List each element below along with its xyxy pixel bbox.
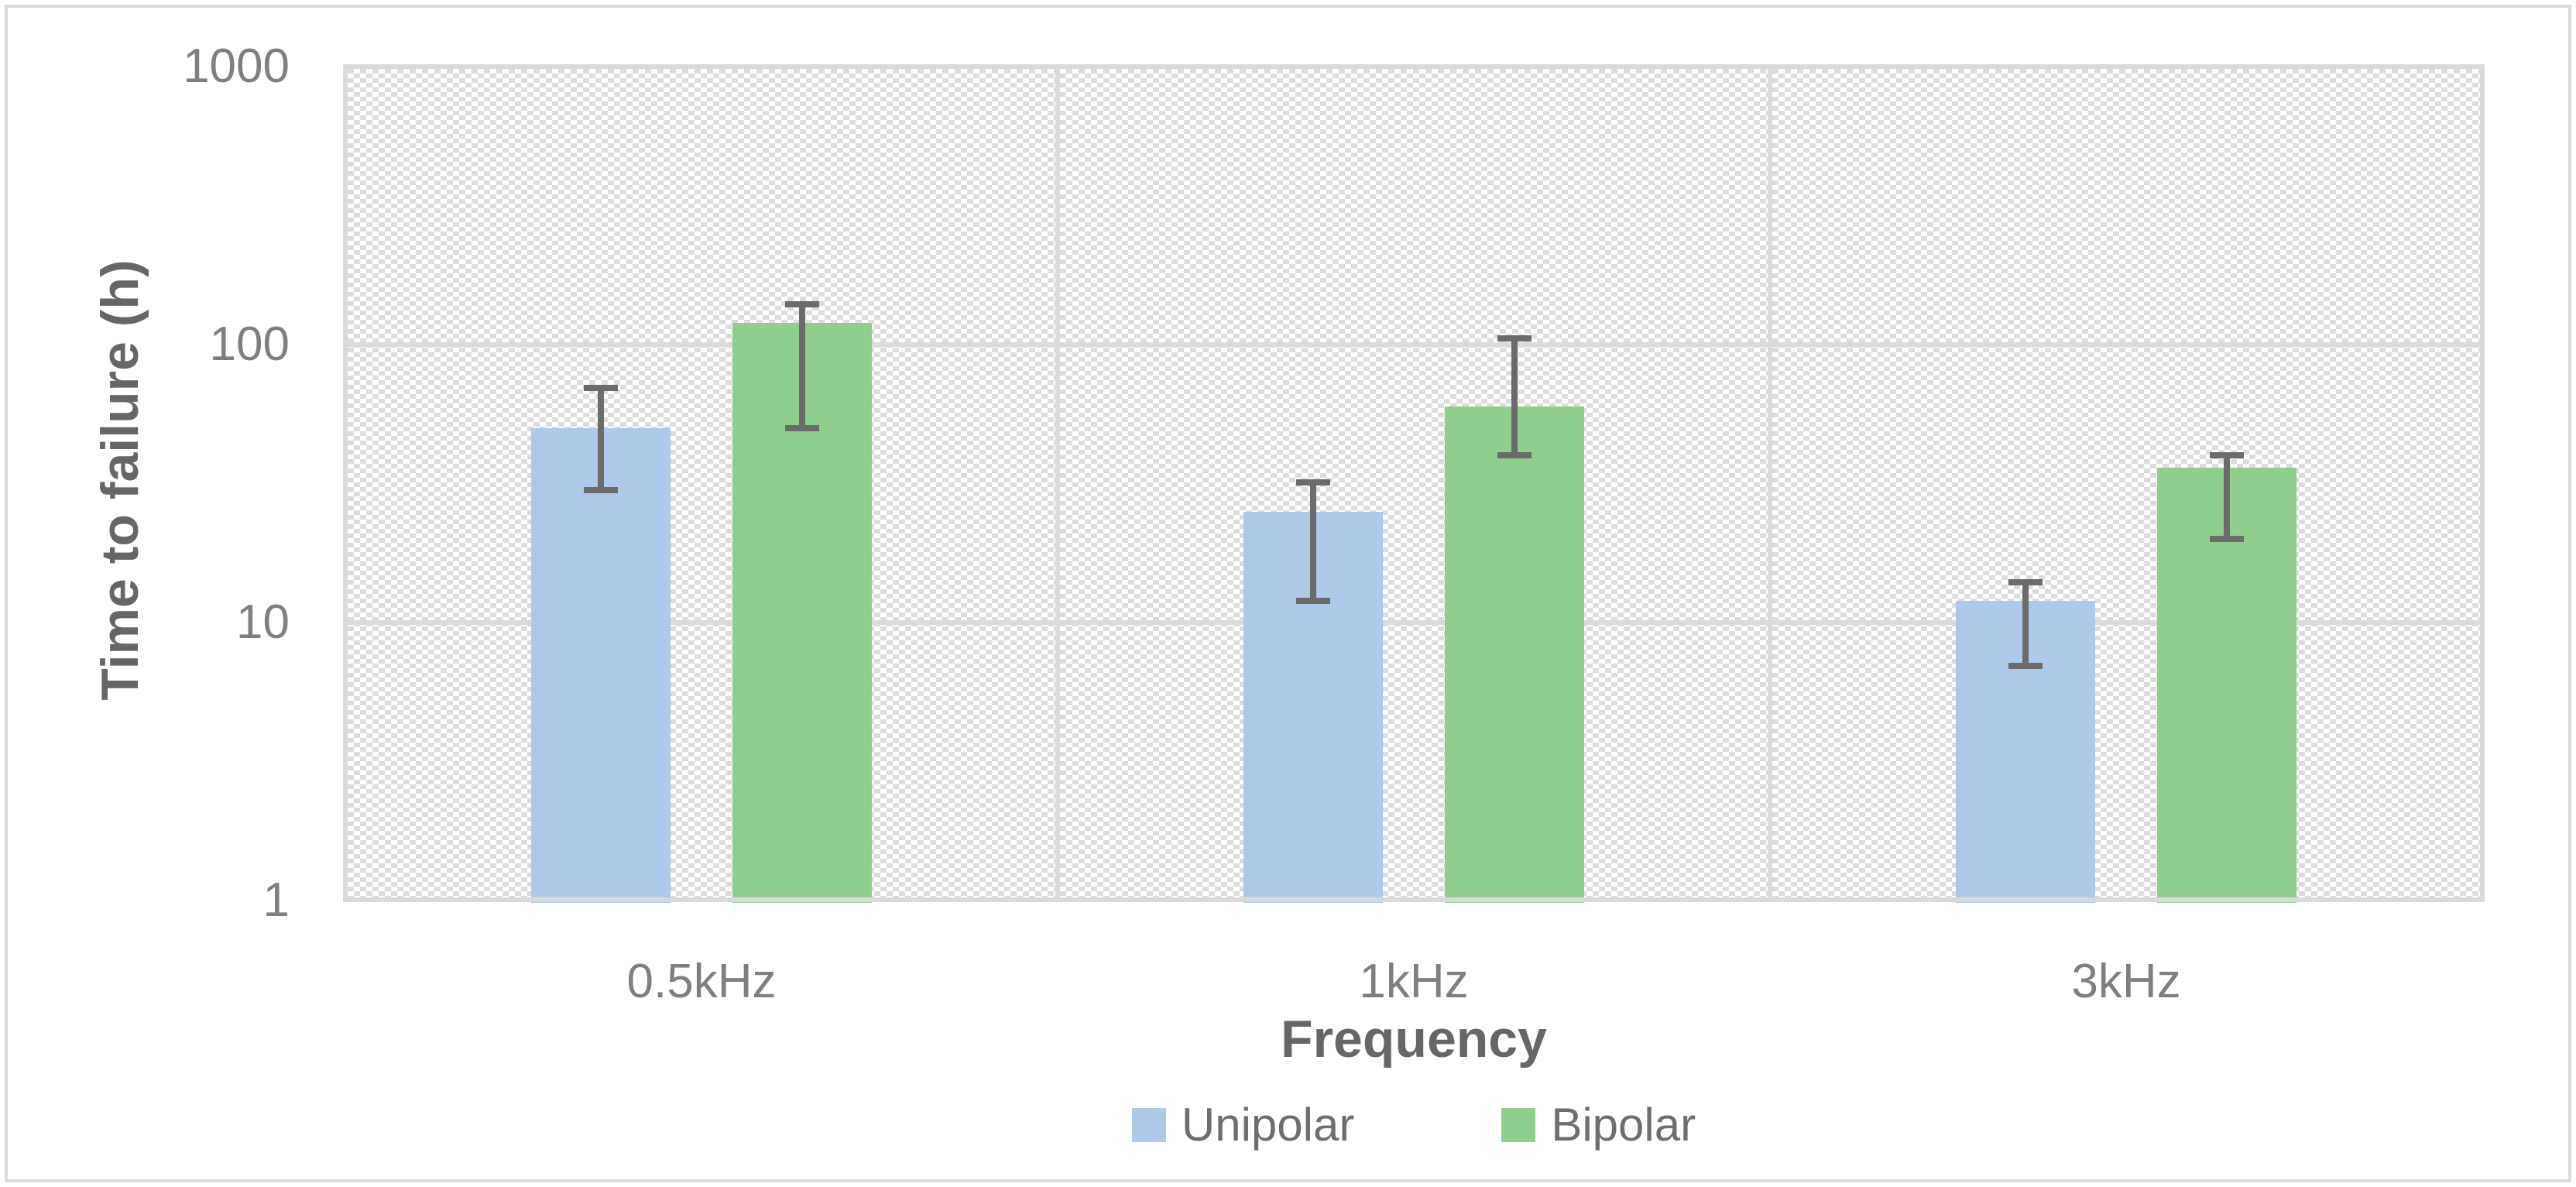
y-tick-label-100: 100 [209, 317, 290, 371]
error-bar-line-bipolar-3kHz [2224, 455, 2230, 539]
legend-swatch-bipolar-icon [1501, 1107, 1536, 1142]
x-tick-label-3kHz: 3kHz [2071, 955, 2181, 1008]
y-tick-label-1: 1 [262, 873, 290, 927]
error-bar-line-unipolar-3kHz [2022, 581, 2029, 666]
plot-area-background [348, 69, 2480, 898]
gridline-category-separator-2 [1768, 67, 1772, 901]
error-bar-cap-top-unipolar-0.5kHz [584, 384, 618, 391]
error-bar-line-bipolar-1kHz [1511, 338, 1518, 455]
y-axis-title: Time to failure (h) [91, 259, 149, 701]
error-bar-cap-top-unipolar-3kHz [2008, 578, 2043, 585]
bar-unipolar-0.5kHz [531, 428, 671, 903]
error-bar-cap-top-bipolar-0.5kHz [785, 300, 819, 307]
x-axis-title: Frequency [1281, 1010, 1547, 1069]
error-bar-cap-top-bipolar-1kHz [1497, 335, 1532, 342]
error-bar-cap-bottom-bipolar-3kHz [2210, 535, 2244, 542]
error-bar-cap-bottom-unipolar-3kHz [2008, 662, 2043, 669]
legend-entry-unipolar: Unipolar [1131, 1098, 1355, 1151]
gridline-y-10 [345, 620, 2482, 625]
error-bar-line-unipolar-1kHz [1310, 482, 1316, 601]
x-tick-label-1kHz: 1kHz [1359, 955, 1469, 1008]
error-bar-cap-bottom-bipolar-0.5kHz [785, 425, 819, 432]
error-bar-cap-bottom-unipolar-1kHz [1296, 597, 1330, 604]
error-bar-line-bipolar-0.5kHz [799, 304, 805, 429]
legend: Unipolar Bipolar [345, 1088, 2482, 1161]
legend-entry-bipolar: Bipolar [1501, 1098, 1696, 1151]
error-bar-cap-bottom-unipolar-0.5kHz [584, 486, 618, 493]
plot-area-border [343, 64, 2485, 902]
y-tick-label-1000: 1000 [183, 39, 290, 93]
error-bar-cap-top-unipolar-1kHz [1296, 479, 1330, 485]
x-tick-label-0.5kHz: 0.5kHz [626, 955, 777, 1008]
error-bar-line-unipolar-0.5kHz [598, 387, 604, 490]
error-bar-cap-top-bipolar-3kHz [2210, 451, 2244, 458]
legend-swatch-unipolar-icon [1131, 1107, 1166, 1142]
legend-label-unipolar: Unipolar [1181, 1099, 1355, 1151]
legend-label-bipolar: Bipolar [1551, 1099, 1696, 1151]
y-tick-label-10: 10 [236, 595, 290, 649]
gridline-y-100 [345, 342, 2482, 347]
error-bar-cap-bottom-bipolar-1kHz [1497, 451, 1532, 458]
bar-bipolar-1kHz [1445, 406, 1584, 903]
gridline-category-separator-1 [1055, 67, 1060, 901]
